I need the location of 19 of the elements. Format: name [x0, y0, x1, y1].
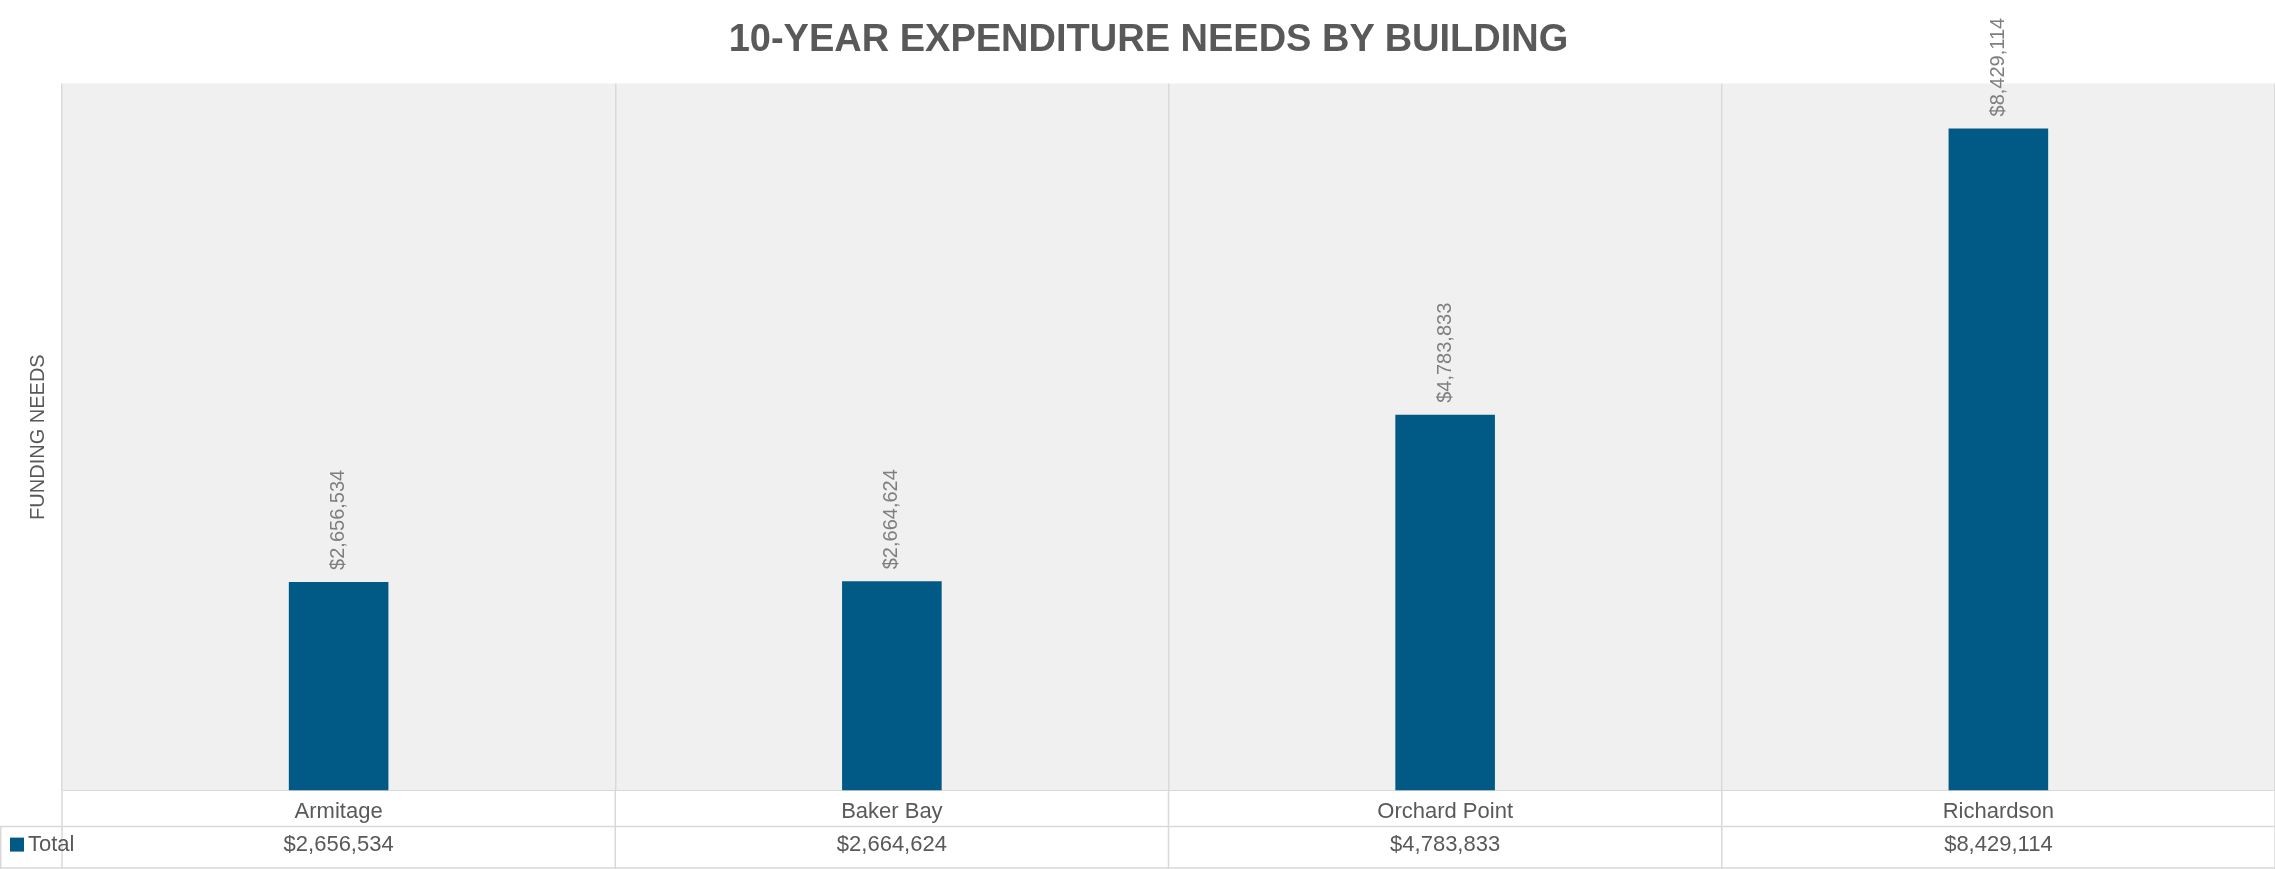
data-label: $2,656,534: [283, 830, 394, 856]
text: $2,664,624: [879, 469, 902, 570]
x-tick-label: Armitage: [294, 797, 383, 823]
x-tick-label: Richardson: [1942, 797, 2055, 823]
bar: [288, 581, 389, 791]
text: $8,429,114: [1985, 17, 2008, 117]
bar: [842, 581, 942, 791]
y-axis-title: FUNDING NEEDS: [25, 354, 48, 520]
legend-label: Total: [28, 830, 75, 856]
data-label: $4,783,833: [1390, 830, 1501, 856]
text: $2,656,534: [326, 469, 349, 570]
bar: [1948, 128, 2049, 791]
chart-title: 10-YEAR EXPENDITURE NEEDS BY BUILDING: [728, 17, 1569, 60]
text: $4,783,833: [1432, 302, 1455, 403]
bar: [1395, 414, 1495, 791]
x-tick-label: Orchard Point: [1377, 797, 1513, 823]
data-label: $8,429,114: [1944, 830, 2053, 856]
data-label: $2,664,624: [836, 830, 947, 856]
x-tick-label: Baker Bay: [841, 797, 943, 823]
